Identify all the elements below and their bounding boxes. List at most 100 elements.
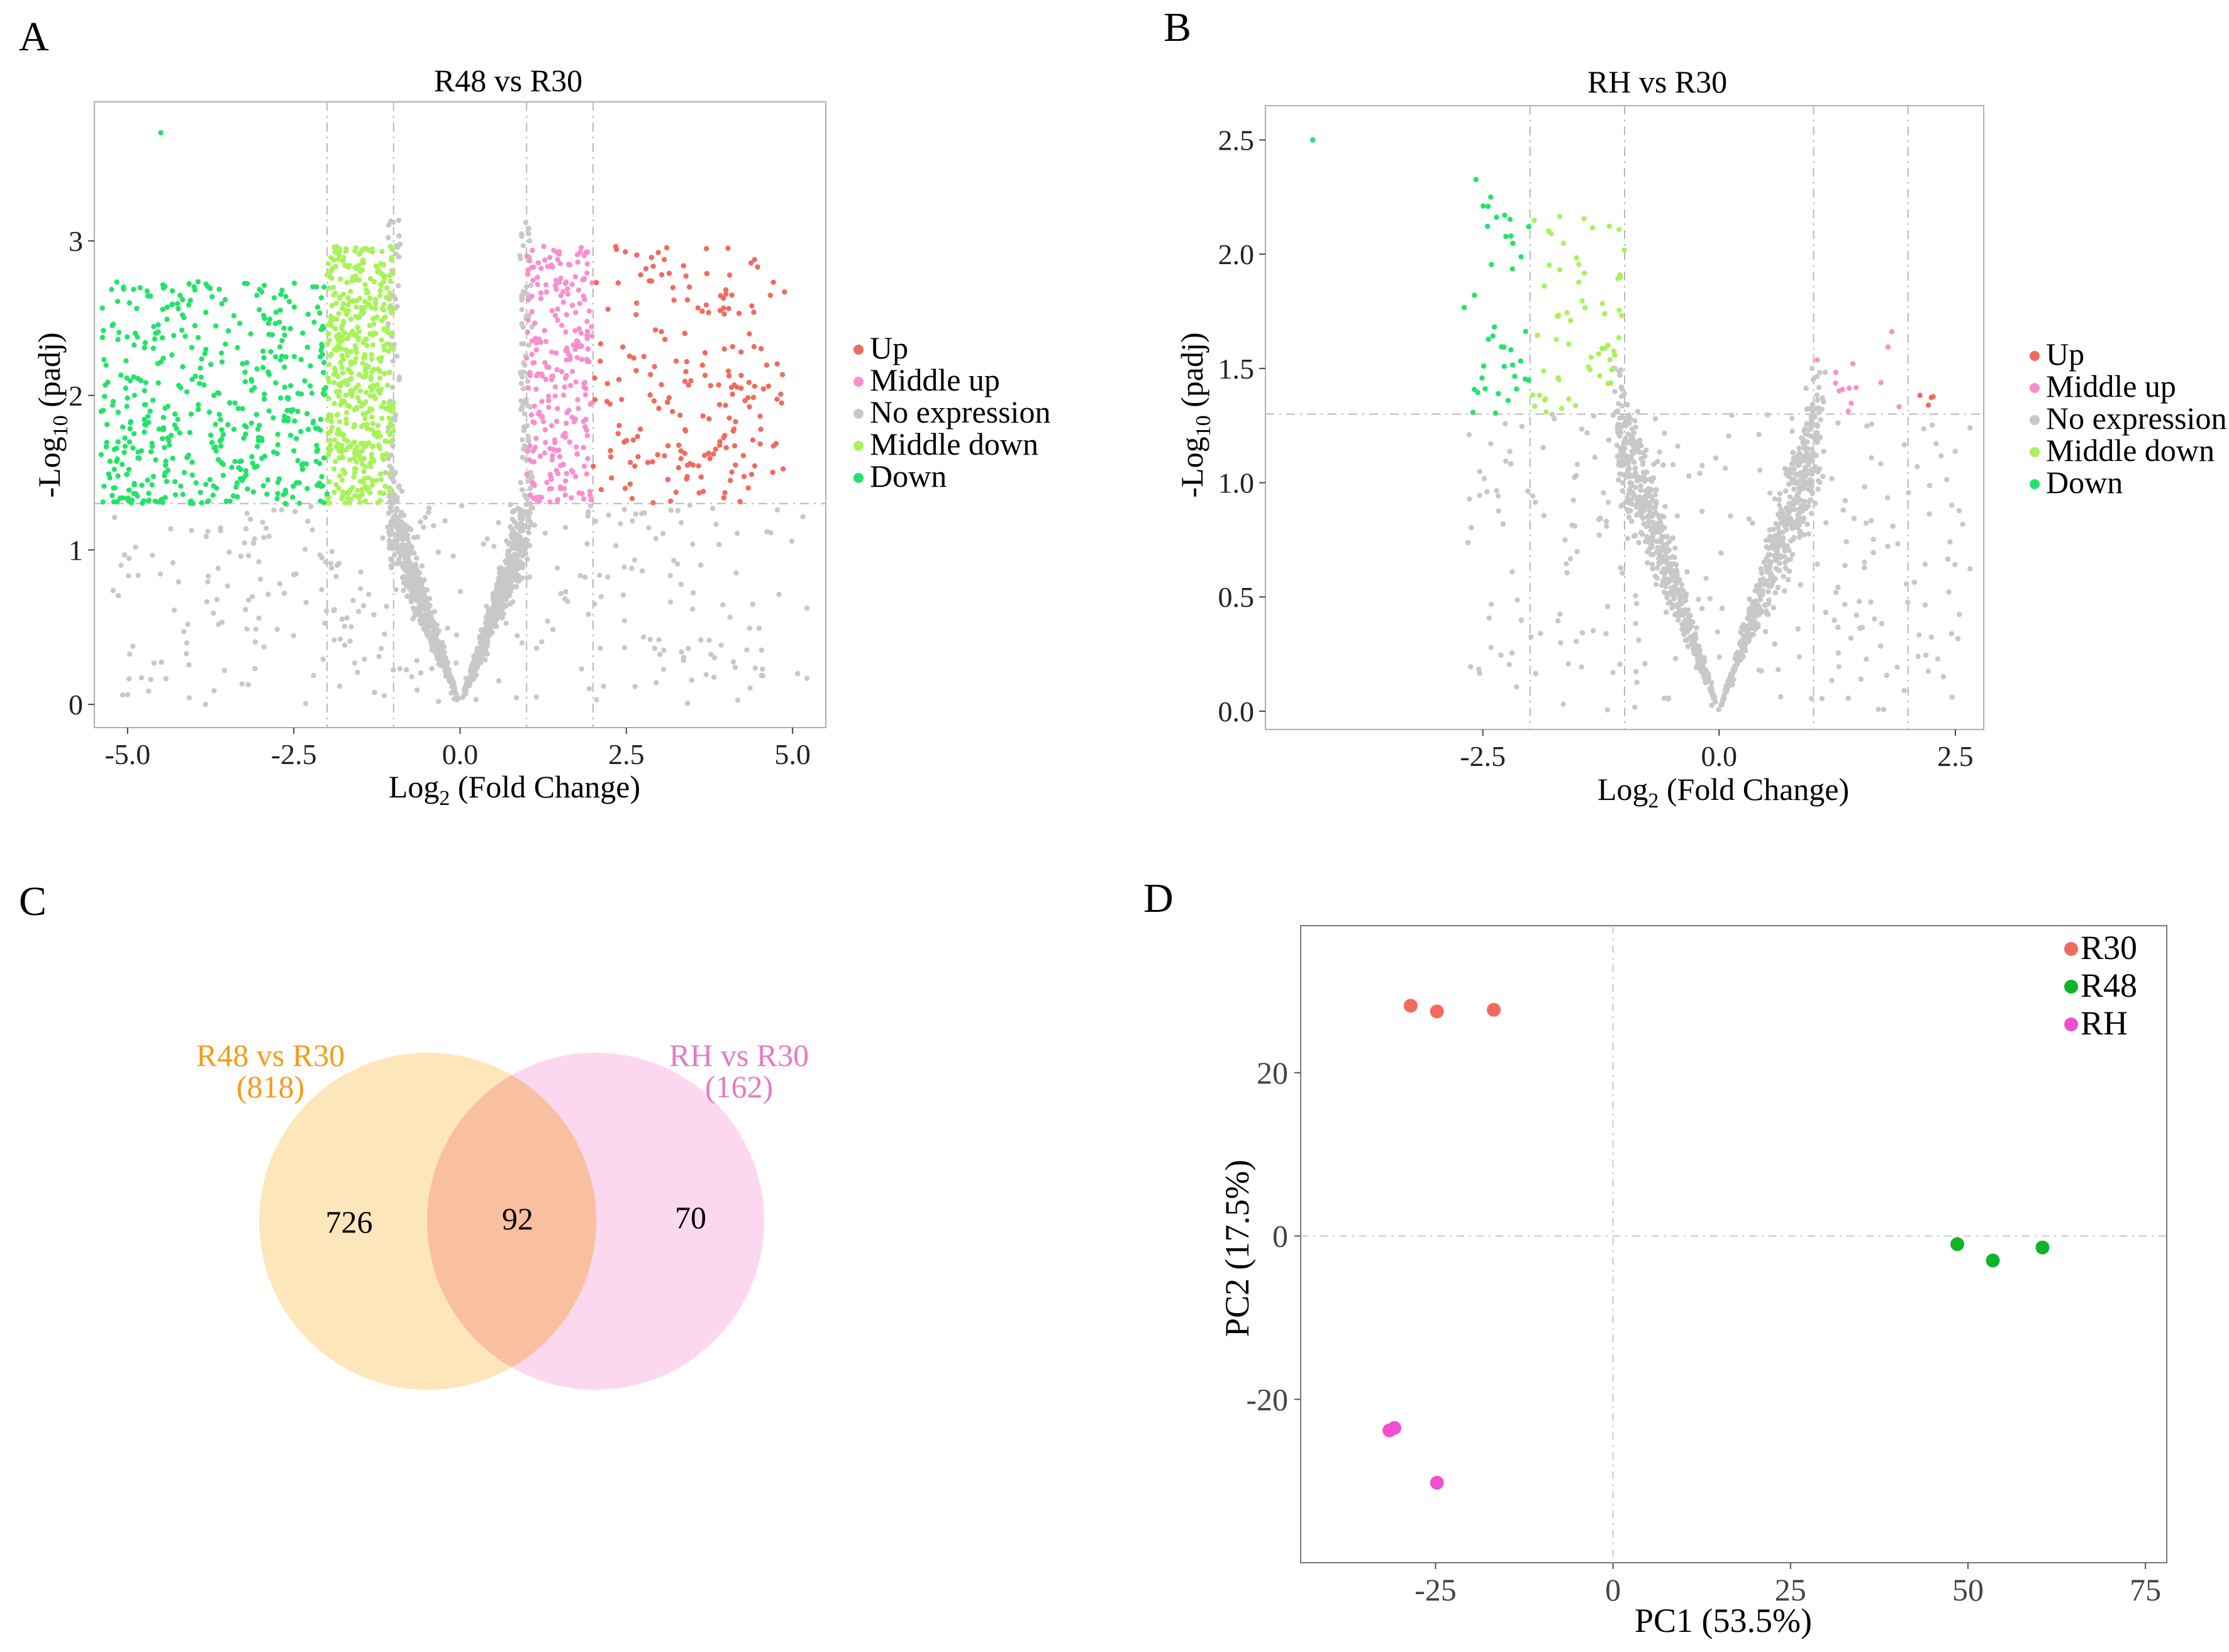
- a-point-up: [677, 413, 683, 418]
- a-point-down: [304, 411, 310, 417]
- panel-b-points: [1309, 137, 1973, 713]
- a-point-no-expression: [621, 564, 627, 570]
- a-point-no-expression: [185, 621, 191, 627]
- a-point-middle-down: [340, 477, 345, 483]
- a-point-down: [213, 421, 218, 427]
- a-point-middle-up: [529, 352, 535, 357]
- a-point-up: [609, 475, 614, 481]
- a-point-middle-down: [384, 285, 390, 291]
- a-point-down: [162, 470, 168, 476]
- a-point-no-expression: [403, 535, 409, 541]
- a-point-no-expression: [386, 456, 391, 462]
- a-point-up: [721, 311, 727, 317]
- b-point-no-expression: [1864, 657, 1869, 662]
- a-point-up: [716, 382, 721, 388]
- a-point-middle-up: [539, 414, 545, 420]
- a-point-down: [249, 454, 255, 460]
- a-point-middle-up: [542, 257, 548, 263]
- a-point-no-expression: [244, 626, 250, 632]
- a-point-down: [269, 332, 275, 338]
- a-point-no-expression: [396, 374, 403, 380]
- a-point-no-expression: [252, 536, 257, 542]
- a-point-no-expression: [168, 526, 174, 532]
- a-point-no-expression: [524, 284, 530, 290]
- a-point-no-expression: [510, 574, 516, 580]
- a-point-up: [650, 263, 656, 269]
- a-point-middle-up: [552, 437, 558, 443]
- b-point-no-expression: [1674, 513, 1681, 519]
- a-point-middle-up: [528, 412, 535, 418]
- a-point-no-expression: [685, 701, 691, 706]
- b-point-no-expression: [1729, 413, 1735, 418]
- b-point-no-expression: [1790, 450, 1796, 455]
- b-point-no-expression: [1772, 590, 1778, 596]
- a-point-down: [170, 288, 175, 294]
- a-point-down: [187, 430, 193, 435]
- a-point-down: [192, 323, 198, 329]
- a-point-middle-down: [326, 331, 331, 337]
- a-point-no-expression: [151, 660, 157, 666]
- a-point-down: [277, 344, 283, 350]
- a-point-no-expression: [528, 282, 534, 288]
- a-point-no-expression: [795, 671, 801, 677]
- a-point-down: [199, 500, 204, 506]
- a-point-down: [232, 400, 238, 406]
- a-point-no-expression: [686, 646, 691, 651]
- a-point-down: [148, 449, 154, 455]
- a-point-middle-down: [387, 488, 393, 494]
- a-point-middle-down: [352, 422, 357, 428]
- a-point-middle-down: [353, 314, 359, 319]
- a-point-down: [214, 390, 221, 396]
- a-point-no-expression: [520, 437, 525, 443]
- a-point-middle-up: [571, 419, 577, 424]
- a-point-up: [623, 249, 628, 255]
- a-point-no-expression: [205, 574, 211, 579]
- b-point-no-expression: [1626, 413, 1631, 418]
- a-point-up: [758, 346, 764, 352]
- a-point-no-expression: [496, 519, 501, 526]
- b-point-no-expression: [1802, 499, 1808, 504]
- a-point-no-expression: [653, 536, 659, 541]
- a-point-middle-up: [584, 319, 590, 324]
- a-point-no-expression: [618, 521, 623, 526]
- a-point-up: [781, 466, 786, 472]
- a-point-no-expression: [423, 514, 428, 520]
- a-point-middle-down: [384, 325, 390, 331]
- a-point-down: [197, 489, 203, 496]
- a-point-middle-down: [347, 404, 352, 409]
- a-point-middle-up: [587, 401, 593, 407]
- a-point-middle-down: [338, 346, 345, 352]
- a-point-no-expression: [484, 604, 489, 609]
- a-point-no-expression: [756, 626, 762, 631]
- a-point-down: [262, 391, 267, 397]
- a-point-middle-down: [329, 275, 335, 281]
- a-point-middle-down: [331, 244, 337, 250]
- a-point-down: [165, 435, 170, 441]
- a-point-middle-down: [377, 375, 383, 381]
- a-point-up: [752, 384, 758, 389]
- b-point-no-expression: [1803, 385, 1809, 391]
- a-point-up: [592, 375, 598, 381]
- a-point-middle-up: [572, 328, 578, 334]
- a-point-down: [143, 402, 148, 407]
- a-point-no-expression: [520, 386, 526, 392]
- a-point-up: [738, 349, 744, 355]
- b-point-no-expression: [1777, 491, 1782, 497]
- a-point-down: [291, 304, 297, 310]
- a-point-middle-up: [555, 471, 561, 477]
- a-point-down: [142, 421, 148, 428]
- a-point-no-expression: [526, 342, 531, 348]
- a-point-no-expression: [586, 611, 591, 618]
- a-point-up: [745, 395, 751, 401]
- a-point-no-expression: [563, 589, 569, 595]
- a-point-middle-up: [552, 283, 558, 289]
- a-point-down: [242, 379, 248, 385]
- b-point-no-expression: [1863, 520, 1869, 526]
- a-point-down: [170, 455, 175, 461]
- a-point-no-expression: [530, 505, 536, 511]
- a-point-no-expression: [517, 516, 523, 521]
- a-point-middle-down: [340, 467, 346, 473]
- a-point-up: [736, 311, 742, 316]
- b-point-no-expression: [1606, 437, 1612, 443]
